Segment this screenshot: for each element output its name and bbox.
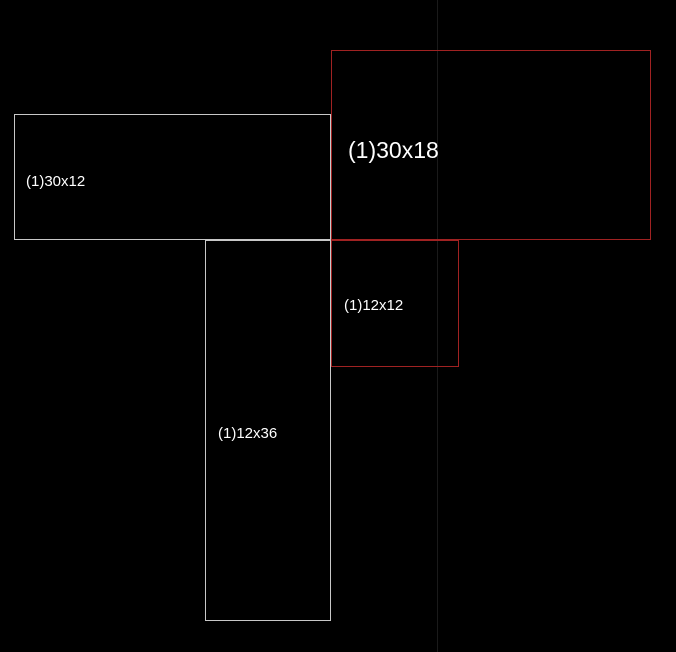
label-30x12: (1)30x12 [26,173,85,190]
label-12x36: (1)12x36 [218,425,277,442]
label-12x12: (1)12x12 [344,297,403,314]
label-30x18: (1)30x18 [348,137,439,164]
